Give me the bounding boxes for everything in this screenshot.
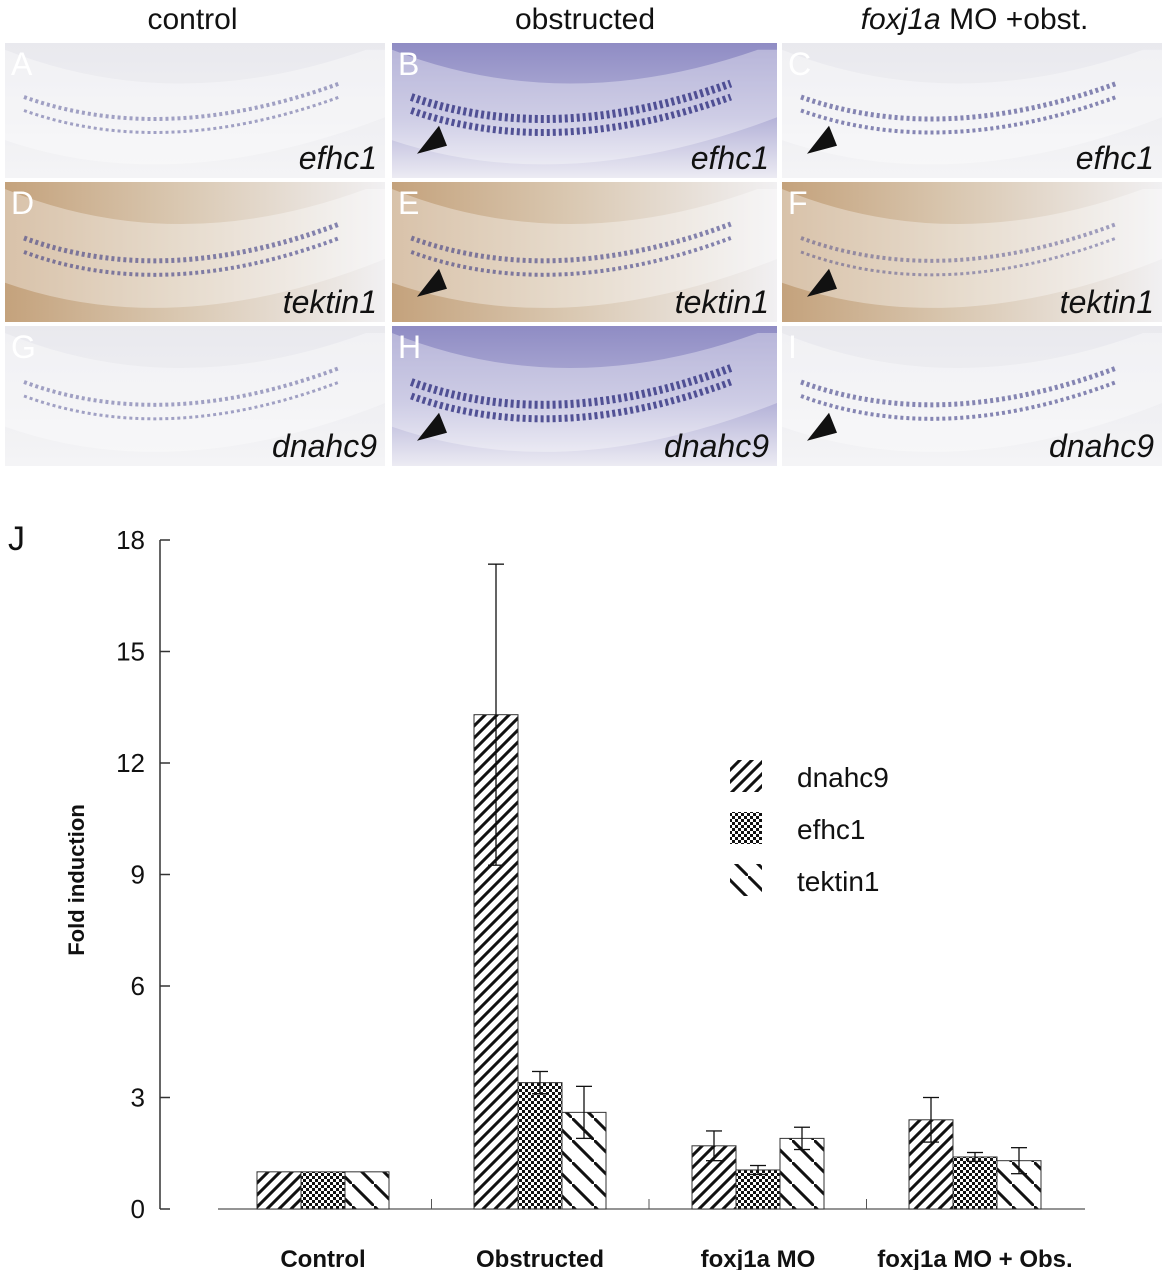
embryo-tail-image	[392, 189, 777, 308]
panel-letter: D	[11, 185, 35, 221]
column-header-gene: foxj1a	[860, 3, 941, 36]
gene-label: dnahc9	[664, 428, 769, 464]
column-header-obstructed: obstructed	[390, 0, 780, 40]
legend-label: tektin1	[797, 866, 880, 897]
arrowhead-icon	[417, 125, 447, 154]
arrowhead-icon	[807, 268, 837, 297]
error-bar	[532, 1070, 548, 1095]
y-tick-label: 15	[116, 637, 145, 667]
legend-swatch-tektin1	[730, 864, 762, 896]
embryo-tail-image	[5, 333, 385, 452]
x-category-label: foxj1a MO	[701, 1246, 816, 1270]
error-bar	[488, 563, 504, 866]
bar-efhc1-1	[517, 1082, 563, 1210]
bar-efhc1-3	[952, 1156, 998, 1210]
column-header-foxj1a: foxj1a MO +obst.	[782, 0, 1167, 40]
chart-axes: 0 3 6 9 12 15 18 Control Obstructed foxj1a MO foxj…	[116, 525, 1085, 1270]
column-header-control: control	[0, 0, 385, 40]
panel-letter: C	[788, 46, 812, 82]
embryo-tail-image	[782, 49, 1162, 165]
bar-efhc1-0	[300, 1171, 346, 1210]
gene-label: efhc1	[298, 140, 377, 176]
error-bar	[750, 1164, 766, 1176]
error-bar	[706, 1130, 722, 1162]
gene-label: efhc1	[1075, 140, 1154, 176]
panel-letter: E	[398, 185, 420, 221]
arrowhead-icon	[417, 412, 447, 441]
panel-letter: G	[11, 329, 36, 365]
panel-letter: F	[788, 185, 808, 221]
bar-chart: J Fold induction 0 3 6 9 12 15 18 Control Obstru…	[8, 520, 1085, 1270]
embryo-tail-image	[5, 49, 385, 165]
chart-legend: dnahc9 efhc1 tektin1	[730, 760, 889, 897]
y-tick-label: 3	[131, 1083, 145, 1113]
y-tick-label: 12	[116, 748, 145, 778]
arrowhead-icon	[807, 125, 837, 154]
bar-dnahc9-0	[256, 1171, 302, 1210]
y-tick-label: 6	[131, 971, 145, 1001]
arrowhead-icon	[417, 268, 447, 297]
panel-letter: B	[398, 46, 420, 82]
column-header-text: control	[147, 3, 238, 36]
panel-letter-j: J	[8, 520, 25, 558]
gene-label: dnahc9	[272, 428, 377, 464]
gene-label: dnahc9	[1049, 428, 1154, 464]
x-category-label: foxj1a MO + Obs.	[877, 1246, 1072, 1270]
gene-label: efhc1	[690, 140, 769, 176]
error-bar	[794, 1126, 810, 1151]
embryo-tail-image	[782, 189, 1162, 308]
y-tick-label: 18	[116, 525, 145, 555]
error-bar	[576, 1085, 592, 1140]
chart-bars	[256, 563, 1042, 1210]
gene-label: tektin1	[1059, 284, 1154, 320]
panel-letter: A	[11, 46, 33, 82]
legend-swatch-efhc1	[730, 812, 762, 844]
embryo-tail-image	[392, 333, 777, 452]
y-tick-label: 9	[131, 860, 145, 890]
embryo-tail-image	[5, 189, 385, 308]
error-bar	[923, 1096, 939, 1143]
error-bar	[967, 1151, 983, 1163]
panel-letter: H	[398, 329, 422, 365]
x-category-label: Control	[280, 1246, 365, 1270]
error-bar	[1011, 1147, 1027, 1175]
arrowhead-icon	[807, 412, 837, 441]
x-category-label: Obstructed	[476, 1246, 604, 1270]
y-tick-label: 0	[131, 1194, 145, 1224]
column-header-text: obstructed	[514, 3, 656, 36]
bar-tektin1-0	[344, 1171, 390, 1210]
y-axis-label: Fold induction	[64, 804, 89, 956]
gene-label: tektin1	[282, 284, 377, 320]
legend-label: dnahc9	[797, 762, 889, 793]
bar-efhc1-2	[735, 1169, 781, 1210]
legend-swatch-dnahc9	[730, 760, 762, 792]
panel-letter: I	[788, 329, 797, 365]
legend-label: efhc1	[797, 814, 866, 845]
embryo-tail-image	[782, 333, 1162, 452]
embryo-tail-image	[392, 49, 777, 165]
gene-label: tektin1	[674, 284, 769, 320]
column-header-text: MO +obst.	[940, 3, 1089, 36]
